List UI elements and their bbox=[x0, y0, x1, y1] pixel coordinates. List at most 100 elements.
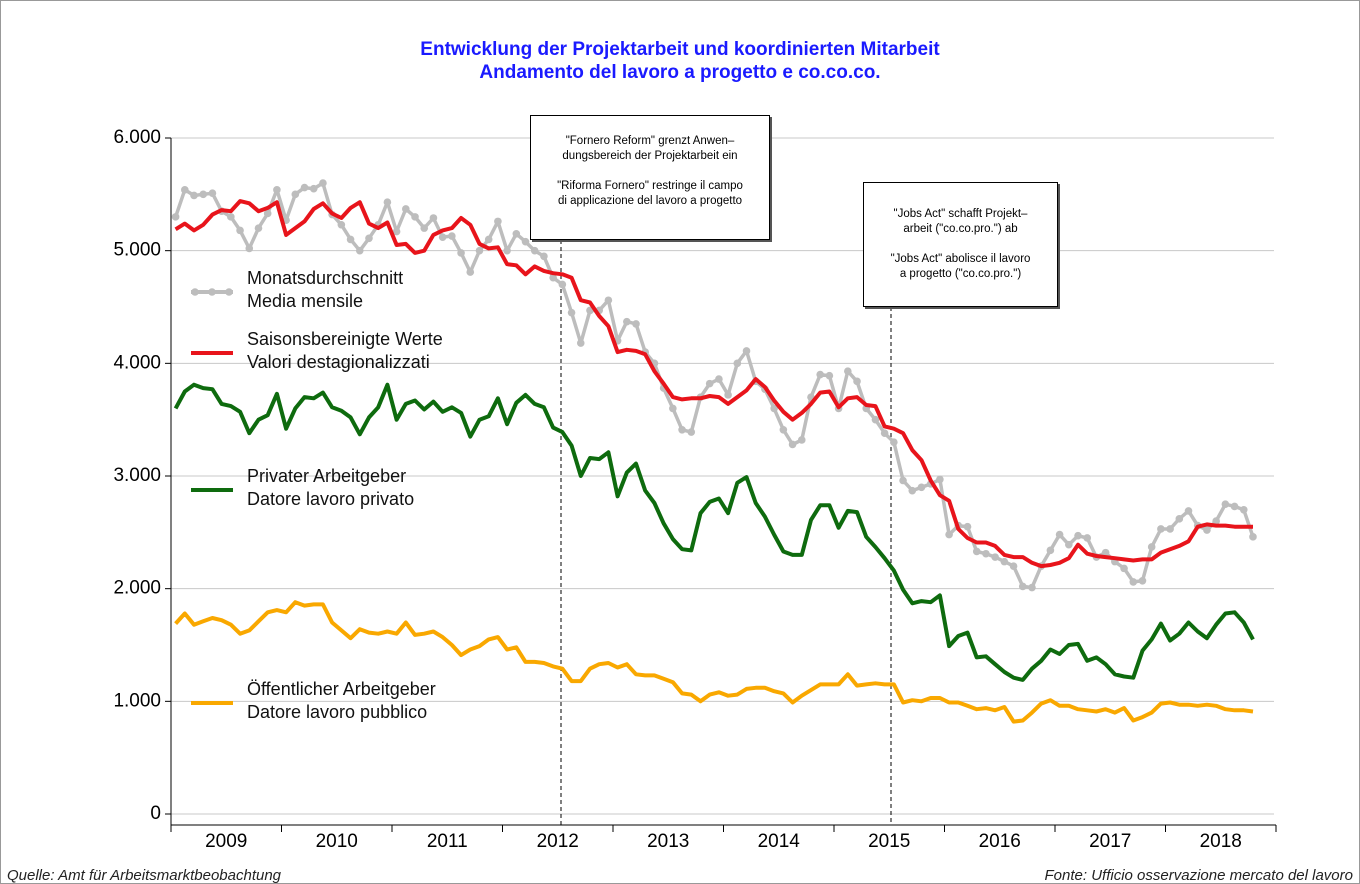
marker bbox=[1009, 562, 1018, 570]
marker bbox=[558, 280, 567, 289]
marker bbox=[576, 339, 585, 347]
marker bbox=[687, 428, 696, 436]
marker bbox=[669, 404, 677, 413]
y-tick-label: 3.000 bbox=[113, 465, 161, 486]
x-tick-label: 2016 bbox=[979, 831, 1021, 852]
marker bbox=[871, 415, 880, 424]
y-tick-label: 0 bbox=[150, 803, 161, 824]
marker bbox=[1074, 531, 1082, 540]
x-tick-label: 2013 bbox=[647, 831, 689, 852]
marker bbox=[300, 183, 309, 192]
marker bbox=[438, 233, 447, 241]
marker bbox=[1083, 534, 1092, 542]
x-tick-label: 2014 bbox=[758, 831, 801, 852]
marker bbox=[1138, 576, 1147, 585]
marker bbox=[355, 246, 364, 255]
marker bbox=[788, 440, 797, 449]
marker bbox=[457, 249, 465, 257]
marker bbox=[623, 317, 631, 326]
marker bbox=[263, 209, 272, 218]
marker bbox=[1239, 506, 1248, 514]
marker bbox=[797, 436, 806, 444]
marker bbox=[982, 549, 990, 558]
marker bbox=[190, 191, 198, 200]
legend-label: Monatsdurchschnitt Media mensile bbox=[247, 268, 404, 311]
series-line bbox=[174, 199, 1253, 569]
marker bbox=[1018, 582, 1027, 591]
marker bbox=[908, 486, 917, 495]
marker bbox=[972, 547, 981, 556]
x-tick-label: 2012 bbox=[537, 831, 579, 852]
series-line bbox=[174, 600, 1254, 724]
marker bbox=[1028, 583, 1036, 592]
marker bbox=[549, 273, 557, 282]
series-line bbox=[173, 382, 1255, 682]
legend-label: Saisonsbereinigte Werte Valori destagion… bbox=[247, 329, 443, 372]
marker bbox=[779, 426, 788, 434]
marker bbox=[1046, 546, 1055, 555]
marker bbox=[1157, 525, 1165, 533]
marker bbox=[1203, 526, 1211, 534]
marker bbox=[420, 224, 429, 232]
marker bbox=[1129, 578, 1138, 586]
x-tick-label: 2010 bbox=[316, 831, 358, 852]
marker bbox=[236, 226, 244, 235]
marker bbox=[273, 186, 281, 194]
marker bbox=[383, 198, 392, 207]
marker bbox=[844, 367, 852, 376]
marker bbox=[1249, 533, 1257, 541]
marker bbox=[816, 370, 824, 379]
marker bbox=[770, 404, 778, 413]
y-tick-label: 2.000 bbox=[113, 578, 161, 599]
chart-title: Entwicklung der Projektarbeit und koordi… bbox=[420, 39, 940, 60]
marker bbox=[494, 217, 502, 226]
marker bbox=[475, 246, 484, 255]
marker bbox=[365, 234, 373, 243]
annotation: "Fornero Reform" grenzt Anwen– dungsbere… bbox=[530, 115, 770, 240]
marker bbox=[521, 237, 530, 246]
y-tick-label: 5.000 bbox=[113, 240, 161, 261]
x-tick-label: 2015 bbox=[868, 831, 910, 852]
marker bbox=[1055, 530, 1064, 539]
series-line bbox=[173, 181, 1255, 590]
y-tick-label: 1.000 bbox=[113, 690, 161, 711]
marker bbox=[1065, 540, 1073, 549]
legend-marker bbox=[225, 288, 233, 296]
marker bbox=[1166, 525, 1174, 533]
x-tick-label: 2009 bbox=[205, 831, 247, 852]
marker bbox=[392, 227, 401, 236]
marker bbox=[963, 522, 972, 531]
marker bbox=[429, 214, 438, 222]
marker bbox=[1212, 517, 1220, 525]
marker bbox=[733, 359, 742, 368]
marker bbox=[411, 213, 419, 221]
marker bbox=[1147, 543, 1156, 551]
marker bbox=[1184, 507, 1193, 515]
marker bbox=[319, 179, 327, 187]
marker bbox=[245, 244, 254, 253]
marker bbox=[337, 220, 346, 229]
x-tick-label: 2018 bbox=[1200, 831, 1242, 852]
marker bbox=[171, 213, 180, 221]
marker bbox=[1101, 548, 1110, 557]
marker bbox=[604, 296, 613, 305]
marker bbox=[678, 426, 686, 434]
source: Quelle: Amt für Arbeitsmarktbeobachtung bbox=[7, 867, 282, 884]
marker bbox=[853, 377, 861, 386]
marker bbox=[484, 235, 493, 244]
marker bbox=[512, 229, 521, 238]
marker bbox=[899, 476, 907, 485]
marker bbox=[1000, 557, 1009, 566]
marker bbox=[742, 347, 751, 355]
marker bbox=[567, 308, 576, 317]
marker bbox=[503, 246, 511, 255]
marker bbox=[291, 190, 300, 199]
marker bbox=[825, 371, 834, 380]
marker bbox=[1230, 502, 1239, 511]
marker bbox=[1120, 564, 1128, 573]
marker bbox=[991, 553, 999, 561]
legend-label: Privater Arbeitgeber Datore lavoro priva… bbox=[247, 466, 415, 509]
marker bbox=[945, 530, 953, 539]
marker bbox=[705, 379, 714, 388]
